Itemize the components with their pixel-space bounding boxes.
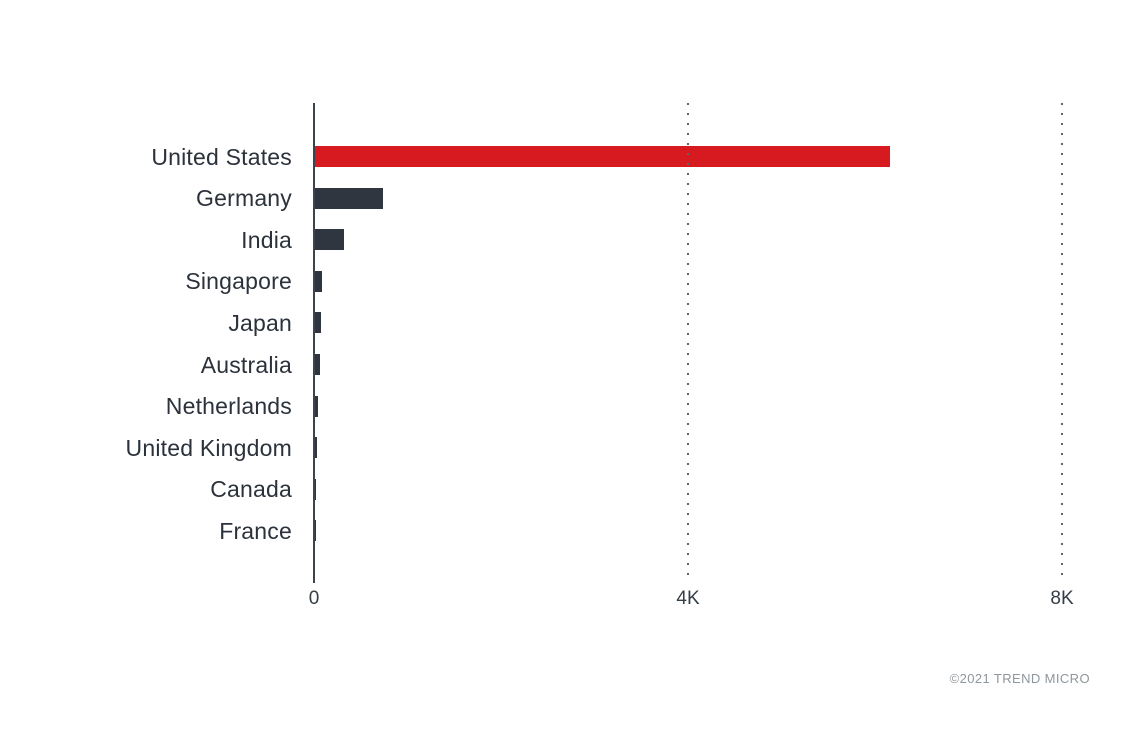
category-label-france: France xyxy=(219,517,292,544)
bar-netherlands xyxy=(315,395,318,417)
bar-united-kingdom xyxy=(315,437,318,459)
bar-united-states xyxy=(315,146,891,167)
x-tick-label-4k: 4K xyxy=(676,588,700,609)
category-label-united-states: United States xyxy=(151,143,292,170)
bar-canada xyxy=(315,478,317,500)
gridline-8k xyxy=(1061,103,1063,583)
bar-japan xyxy=(315,312,321,334)
bar-singapore xyxy=(315,270,323,292)
category-label-japan: Japan xyxy=(228,309,292,336)
x-tick-label-8k: 8K xyxy=(1050,588,1074,609)
gridline-4k xyxy=(687,103,689,583)
bar-germany xyxy=(315,187,384,209)
category-label-singapore: Singapore xyxy=(185,268,292,295)
category-label-netherlands: Netherlands xyxy=(165,393,292,420)
category-label-australia: Australia xyxy=(200,351,292,378)
copyright-text: ©2021 TREND MICRO xyxy=(949,671,1090,686)
x-tick-label-0: 0 xyxy=(308,588,320,609)
bar-india xyxy=(315,229,344,251)
bar-france xyxy=(315,520,316,542)
category-label-germany: Germany xyxy=(196,185,292,212)
y-axis-line xyxy=(313,103,315,583)
category-label-canada: Canada xyxy=(210,476,292,503)
category-label-india: India xyxy=(241,226,292,253)
category-label-united-kingdom: United Kingdom xyxy=(125,434,292,461)
bar-australia xyxy=(315,354,320,375)
